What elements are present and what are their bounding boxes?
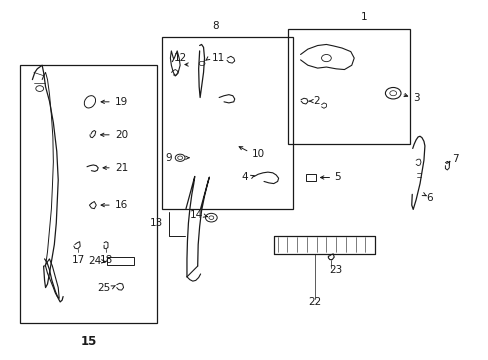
Text: 1: 1 <box>360 12 366 22</box>
Text: 17: 17 <box>72 255 85 265</box>
Text: 8: 8 <box>211 21 218 31</box>
Text: 9: 9 <box>165 153 172 163</box>
Text: 10: 10 <box>251 149 264 159</box>
Bar <box>107 257 134 265</box>
Text: 22: 22 <box>308 297 321 307</box>
Text: 13: 13 <box>149 218 163 228</box>
Bar <box>288 30 409 144</box>
Text: 15: 15 <box>80 335 97 348</box>
Bar <box>305 174 315 181</box>
Text: 5: 5 <box>333 172 340 183</box>
Bar <box>161 37 293 209</box>
Text: 21: 21 <box>115 163 128 173</box>
Text: 2: 2 <box>312 96 319 106</box>
Text: 19: 19 <box>115 97 128 107</box>
Text: 6: 6 <box>426 193 432 203</box>
Text: 11: 11 <box>211 53 224 63</box>
Text: 3: 3 <box>412 93 419 103</box>
Text: 25: 25 <box>98 283 111 293</box>
Text: 20: 20 <box>115 130 128 140</box>
Text: 24: 24 <box>88 256 101 266</box>
Text: 4: 4 <box>241 172 248 182</box>
Text: 7: 7 <box>451 154 457 164</box>
Text: 14: 14 <box>189 210 203 220</box>
Text: 16: 16 <box>115 200 128 210</box>
Text: 12: 12 <box>174 53 187 63</box>
Bar <box>20 65 157 323</box>
Text: 18: 18 <box>99 255 112 265</box>
Text: 23: 23 <box>329 265 342 275</box>
